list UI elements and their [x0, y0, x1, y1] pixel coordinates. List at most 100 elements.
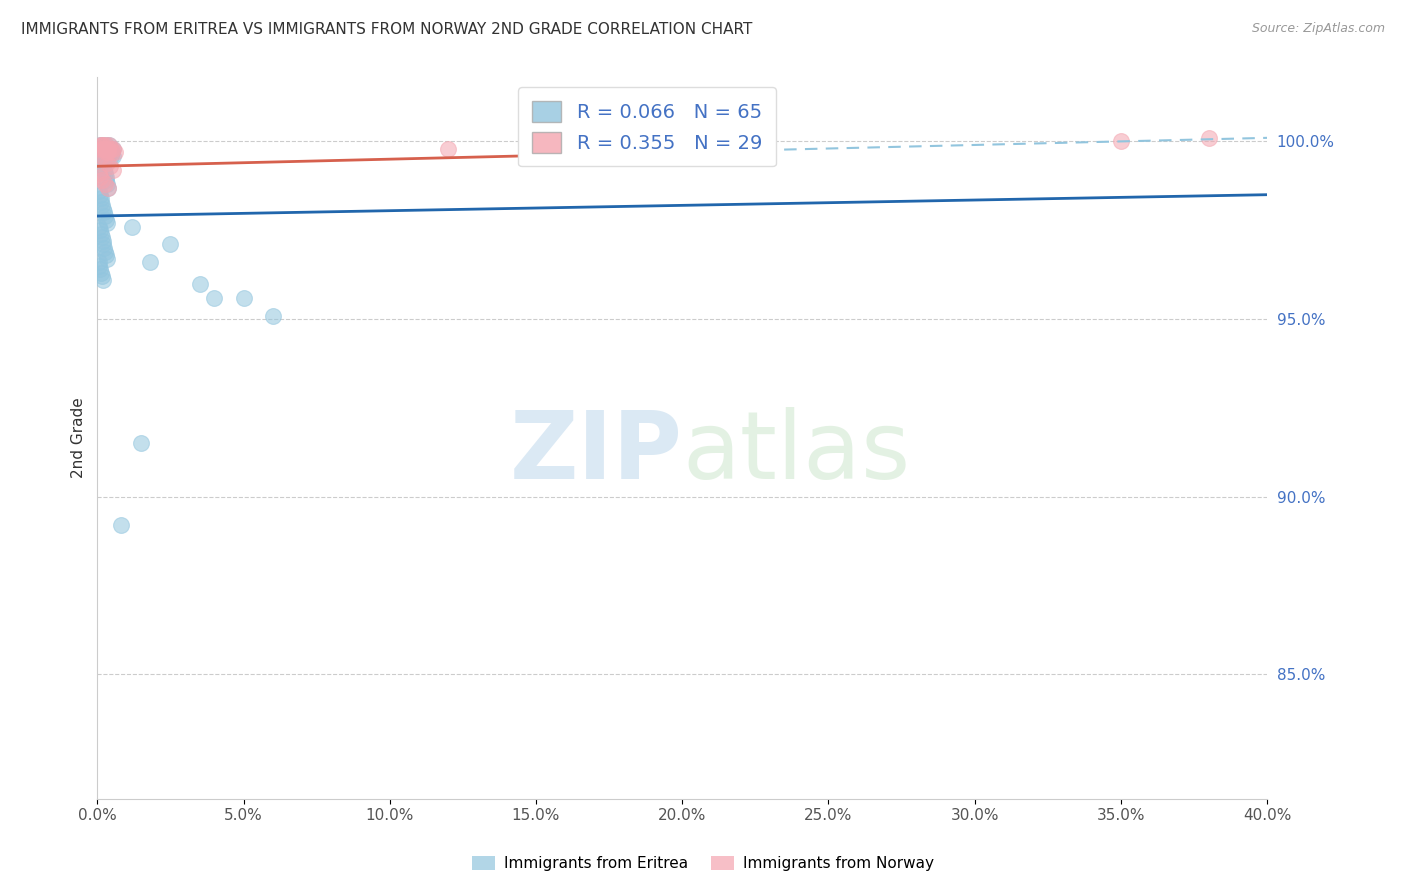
Point — [188, 277, 211, 291]
Point — [91, 141, 114, 155]
Point — [89, 141, 111, 155]
Point — [94, 244, 117, 259]
Point — [89, 223, 111, 237]
Point — [91, 155, 114, 169]
Text: atlas: atlas — [682, 407, 911, 499]
Point — [262, 309, 284, 323]
Point — [93, 145, 115, 159]
Point — [97, 180, 120, 194]
Point — [93, 237, 115, 252]
Point — [94, 248, 117, 262]
Point — [121, 219, 143, 234]
Point — [90, 227, 112, 241]
Legend: R = 0.066   N = 65, R = 0.355   N = 29: R = 0.066 N = 65, R = 0.355 N = 29 — [519, 87, 776, 167]
Point — [1198, 131, 1220, 145]
Point — [96, 155, 118, 169]
Point — [89, 259, 111, 273]
Point — [96, 145, 118, 159]
Point — [89, 262, 111, 277]
Point — [202, 291, 225, 305]
Point — [139, 255, 162, 269]
Point — [91, 273, 114, 287]
Point — [93, 152, 115, 166]
Point — [89, 148, 111, 162]
Point — [98, 159, 121, 173]
Point — [87, 166, 110, 180]
Point — [90, 173, 112, 187]
Point — [90, 230, 112, 244]
Point — [91, 269, 114, 284]
Point — [100, 148, 122, 162]
Point — [97, 141, 120, 155]
Point — [90, 152, 112, 166]
Point — [101, 162, 124, 177]
Point — [96, 173, 118, 187]
Point — [96, 252, 118, 266]
Point — [110, 518, 132, 533]
Point — [91, 145, 114, 159]
Point — [91, 141, 114, 155]
Point — [94, 138, 117, 153]
Point — [90, 194, 112, 209]
Point — [91, 234, 114, 248]
Y-axis label: 2nd Grade: 2nd Grade — [72, 398, 86, 478]
Point — [540, 141, 562, 155]
Point — [98, 138, 121, 153]
Point — [89, 169, 111, 184]
Point — [232, 291, 254, 305]
Point — [96, 177, 118, 191]
Point — [94, 141, 117, 155]
Point — [89, 138, 111, 153]
Point — [89, 141, 111, 155]
Text: ZIP: ZIP — [509, 407, 682, 499]
Point — [87, 184, 110, 198]
Point — [93, 162, 115, 177]
Point — [91, 202, 114, 216]
Point — [90, 266, 112, 280]
Point — [93, 166, 115, 180]
Point — [94, 209, 117, 223]
Point — [93, 141, 115, 155]
Point — [97, 148, 120, 162]
Point — [94, 212, 117, 227]
Text: IMMIGRANTS FROM ERITREA VS IMMIGRANTS FROM NORWAY 2ND GRADE CORRELATION CHART: IMMIGRANTS FROM ERITREA VS IMMIGRANTS FR… — [21, 22, 752, 37]
Point — [93, 177, 115, 191]
Point — [100, 141, 122, 155]
Point — [93, 205, 115, 219]
Point — [94, 169, 117, 184]
Point — [101, 141, 124, 155]
Text: Source: ZipAtlas.com: Source: ZipAtlas.com — [1251, 22, 1385, 36]
Point — [90, 191, 112, 205]
Point — [93, 141, 115, 155]
Point — [98, 138, 121, 153]
Point — [90, 145, 112, 159]
Point — [91, 159, 114, 173]
Point — [97, 145, 120, 159]
Point — [90, 148, 112, 162]
Point — [159, 237, 181, 252]
Point — [94, 145, 117, 159]
Point — [97, 180, 120, 194]
Point — [101, 145, 124, 159]
Point — [94, 138, 117, 153]
Point — [89, 187, 111, 202]
Point — [1109, 135, 1132, 149]
Legend: Immigrants from Eritrea, Immigrants from Norway: Immigrants from Eritrea, Immigrants from… — [465, 850, 941, 877]
Point — [96, 216, 118, 230]
Point — [87, 219, 110, 234]
Point — [87, 255, 110, 269]
Point — [104, 145, 127, 159]
Point — [103, 148, 125, 162]
Point — [91, 138, 114, 153]
Point — [101, 145, 124, 159]
Point — [90, 138, 112, 153]
Point — [90, 138, 112, 153]
Point — [100, 141, 122, 155]
Point — [91, 198, 114, 212]
Point — [93, 241, 115, 255]
Point — [437, 141, 460, 155]
Point — [97, 141, 120, 155]
Point — [89, 138, 111, 153]
Point — [103, 141, 125, 155]
Point — [98, 145, 121, 159]
